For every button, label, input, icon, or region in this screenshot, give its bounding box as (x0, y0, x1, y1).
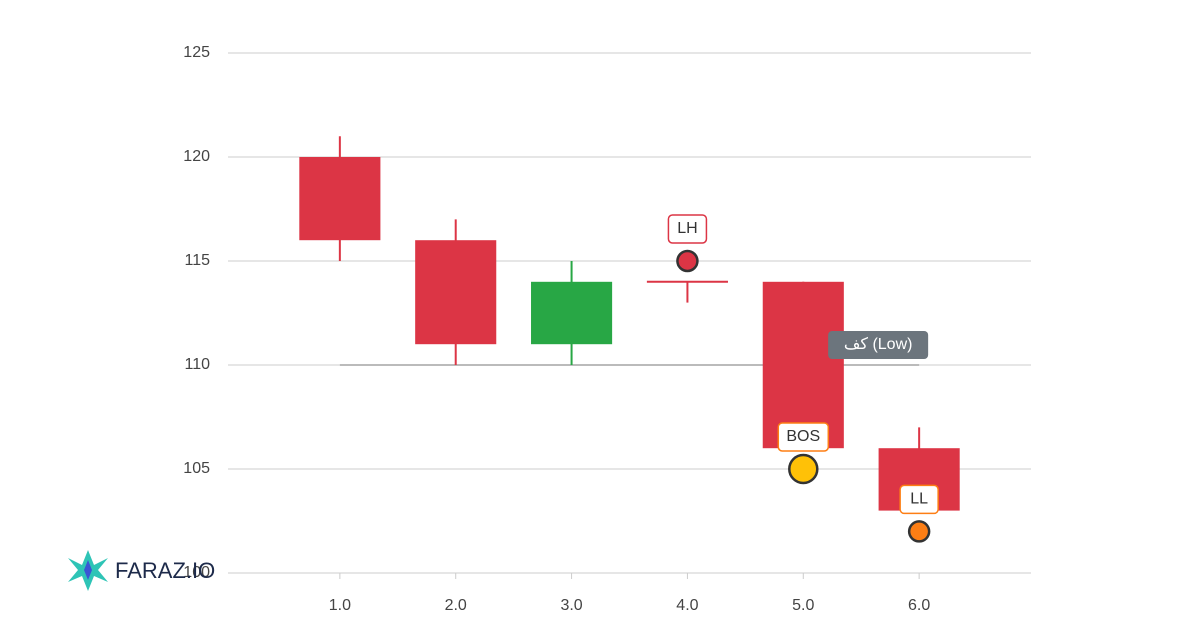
candle-body (531, 281, 613, 345)
y-tick-label: 100 (183, 564, 210, 581)
candle-body (299, 157, 381, 241)
y-tick-label: 125 (183, 44, 210, 61)
marker (907, 520, 931, 543)
marker-label: LH (677, 220, 697, 237)
y-tick-label: 105 (183, 460, 210, 477)
marker (676, 249, 699, 273)
marker-label: BOS (786, 428, 820, 445)
candle-body (762, 281, 844, 449)
logo-icon-inner (84, 560, 92, 580)
level-label-text: کف (Low) (844, 336, 913, 353)
marker-label-box (899, 484, 939, 515)
marker (788, 453, 819, 485)
level-label-box (828, 331, 929, 359)
x-tick-label: 3.0 (560, 597, 582, 614)
x-tick-label: 2.0 (445, 597, 467, 614)
level-label: کف (Low) (828, 331, 929, 359)
candle-body (415, 240, 497, 345)
y-tick-label: 115 (184, 252, 210, 269)
x-tick-label: 4.0 (676, 597, 698, 614)
marker-label-box (667, 214, 708, 244)
logo (68, 550, 108, 591)
x-tick-label: 6.0 (908, 597, 930, 614)
marker-label: LL (910, 491, 928, 508)
x-tick-label: 5.0 (792, 597, 814, 614)
y-tick-label: 110 (184, 356, 210, 373)
x-tick-label: 1.0 (329, 597, 351, 614)
brand: FARAZ.IO (115, 558, 215, 583)
marker-label-box (777, 422, 830, 452)
y-tick-label: 120 (183, 148, 210, 165)
